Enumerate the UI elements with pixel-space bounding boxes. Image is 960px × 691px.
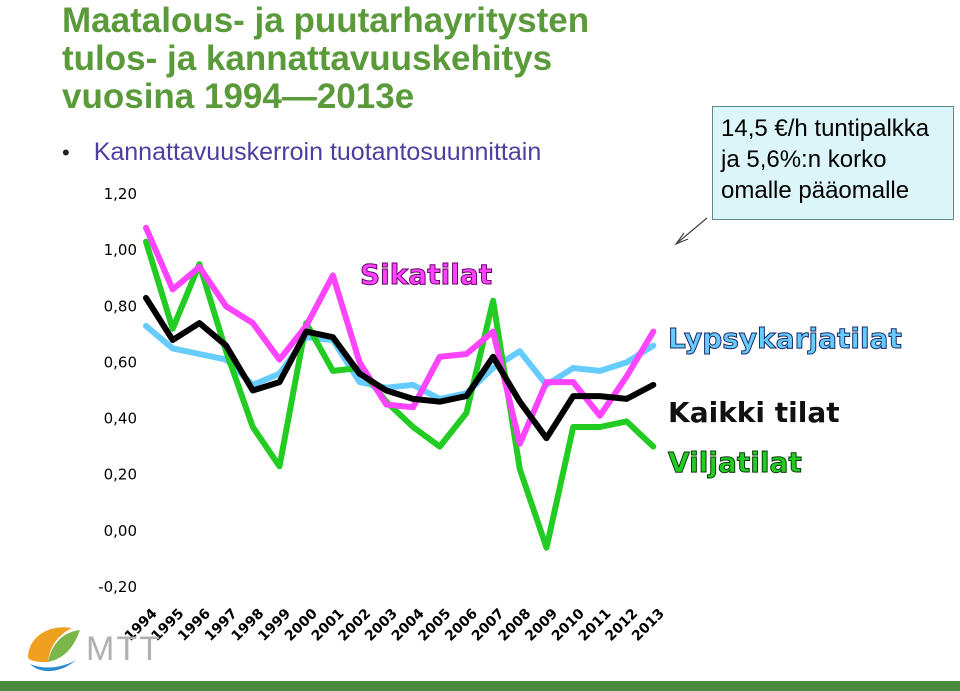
page-title: Maatalous- ja puutarhayritysten tulos- j… (62, 2, 589, 116)
note-box: 14,5 €/h tuntipalkka ja 5,6%:n korko oma… (712, 106, 954, 220)
logo-text: MTT (86, 630, 162, 668)
y-axis-tick-labels: 1,20 1,00 0,80 0,60 0,40 0,20 0,00 -0,20 (98, 185, 137, 596)
label-sikatilat: Sikatilat (359, 258, 493, 292)
mtt-leaf-logo-icon (28, 627, 80, 672)
note-line-1: 14,5 €/h tuntipalkka (721, 115, 930, 142)
y-tick-label: 0,20 (104, 466, 137, 484)
bullet-point: • Kannattavuuskerroin tuotantosuunnittain (62, 138, 541, 167)
y-tick-label: 0,40 (104, 410, 137, 428)
bullet-text: Kannattavuuskerroin tuotantosuunnittain (93, 138, 542, 166)
y-tick-label: 1,00 (104, 241, 137, 259)
series-lines (143, 224, 657, 551)
series-line-vilja (143, 238, 657, 551)
label-lypsykarjatilat: Lypsykarjatilat (668, 322, 903, 356)
title-line-2: tulos- ja kannattavuuskehitys (62, 39, 553, 78)
y-tick-label: 0,00 (104, 522, 137, 540)
bottom-bar (0, 681, 960, 691)
note-arrow-head-icon (674, 232, 689, 246)
label-viljatilat: Viljatilat (668, 446, 803, 480)
bullet-dot-icon: • (62, 140, 70, 165)
series-line-kaikki (143, 294, 657, 442)
note-line-3: omalle pääomalle (721, 177, 910, 204)
series-line-sika (143, 224, 657, 447)
title-line-1: Maatalous- ja puutarhayritysten (62, 1, 590, 40)
y-tick-label: 0,80 (104, 297, 137, 315)
y-tick-label: 1,20 (104, 185, 137, 203)
y-tick-label: 0,60 (104, 353, 137, 371)
note-line-2: ja 5,6%:n korko (721, 146, 887, 173)
y-tick-label: -0,20 (98, 578, 137, 596)
x-axis-tick-labels: 1994199519961997199819992000200120022003… (122, 606, 668, 645)
note-arrow-line (675, 217, 708, 245)
title-line-3: vuosina 1994—2013e (62, 77, 415, 116)
label-kaikki-tilat: Kaikki tilat (668, 396, 840, 429)
